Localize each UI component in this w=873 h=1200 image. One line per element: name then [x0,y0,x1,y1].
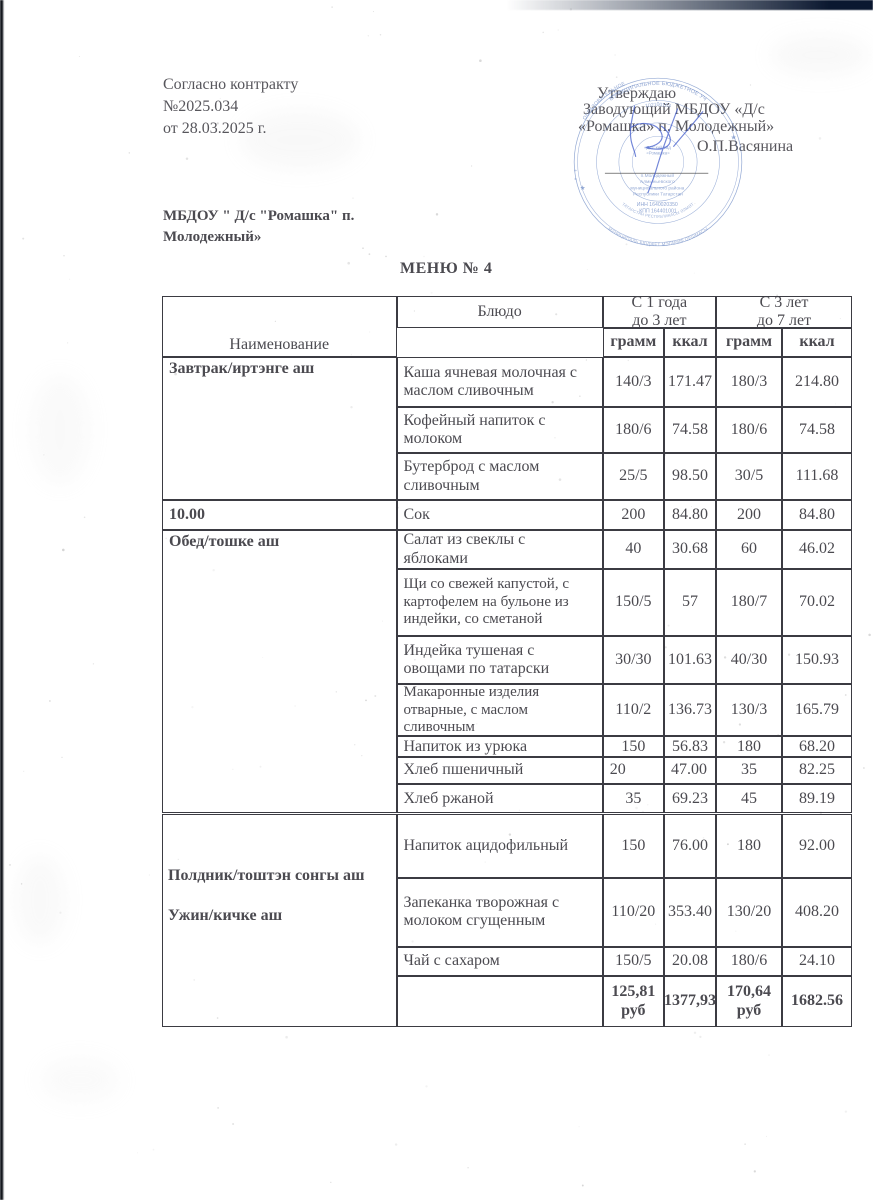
svg-text:п.Молодежный Алмыньевско: п.Молодежный Алмыньевского муниципальног… [630,172,685,197]
svg-text:МУНИЦИПАЛЬ БЮДЖЕТ МЭГАРИФ ОЕШМ: МУНИЦИПАЛЬ БЮДЖЕТ МЭГАРИФ ОЕШМАСЫ [607,226,708,247]
svg-text:*: * [574,178,577,184]
svg-text:102100163: 102100163 [645,102,672,109]
svg-text:★: ★ [731,134,737,142]
svg-text:★: ★ [580,184,586,192]
svg-text:ОБРАЗОВАТЕЛЬНОЕ: ОБРАЗОВАТЕЛЬНОЕ [582,81,627,121]
svg-text:*: * [574,169,577,175]
